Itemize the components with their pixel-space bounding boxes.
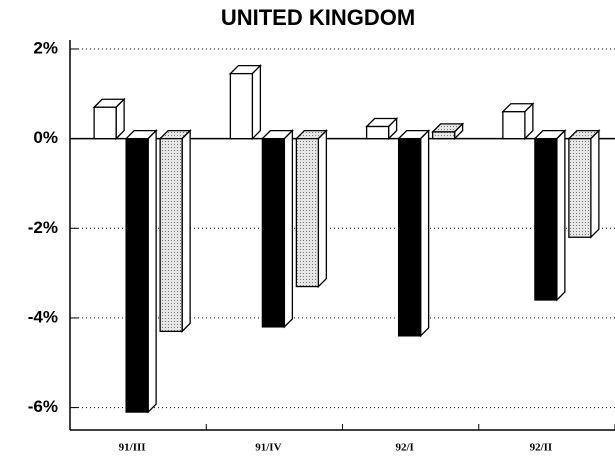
- x-tick-label: 91/IV: [255, 442, 281, 454]
- bar: [397, 137, 422, 337]
- bar-side: [251, 64, 262, 141]
- x-tick-label: 92/II: [530, 442, 553, 454]
- chart-title: UNITED KINGDOM: [221, 5, 415, 30]
- bar-side: [147, 129, 157, 414]
- bar: [159, 137, 183, 333]
- bar: [295, 137, 320, 288]
- y-tick-label: -2%: [28, 218, 58, 237]
- bar-side: [181, 129, 191, 333]
- bar-side: [556, 129, 566, 302]
- y-tick-label: 2%: [33, 38, 58, 57]
- bar: [502, 111, 526, 140]
- y-tick-label: -4%: [28, 307, 58, 326]
- bar-side: [419, 129, 430, 338]
- x-tick-label: 91/III: [119, 442, 146, 454]
- bar: [93, 106, 117, 140]
- bar: [261, 137, 286, 328]
- bar: [431, 131, 456, 140]
- x-tick-label: 92/I: [395, 442, 413, 454]
- y-tick-label: -6%: [28, 397, 58, 416]
- bar: [568, 137, 592, 238]
- bar: [534, 137, 558, 301]
- bar-side: [283, 129, 294, 329]
- y-tick-label: 0%: [33, 128, 58, 147]
- bar-side: [590, 129, 600, 239]
- bar: [365, 125, 390, 140]
- bar: [125, 137, 149, 413]
- bar-side: [317, 129, 328, 289]
- bar: [229, 72, 254, 140]
- bar-side: [115, 97, 125, 141]
